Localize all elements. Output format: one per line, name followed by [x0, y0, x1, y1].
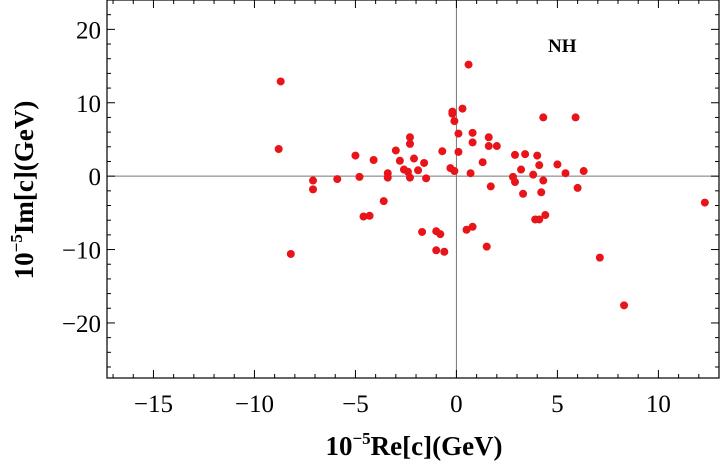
- data-point: [561, 169, 570, 178]
- data-point: [519, 189, 528, 198]
- data-point: [464, 60, 473, 69]
- data-point: [482, 242, 491, 251]
- data-point: [438, 147, 447, 156]
- data-point: [414, 166, 423, 175]
- data-point: [351, 151, 360, 160]
- data-point: [448, 109, 457, 118]
- x-tick-label: 5: [551, 391, 564, 418]
- data-point: [333, 175, 342, 184]
- x-axis-title: 10−5Re[c](GeV): [325, 429, 502, 461]
- data-point: [450, 117, 459, 126]
- x-axis-title-prefix: 10: [325, 431, 352, 461]
- y-tick-label: 20: [76, 17, 101, 44]
- data-point: [468, 138, 477, 147]
- data-point: [595, 253, 604, 262]
- y-axis-title: 10−5Im[c](GeV): [7, 101, 39, 280]
- y-axis-title-main: Im[c](GeV): [9, 101, 39, 234]
- data-point: [422, 174, 431, 183]
- data-point: [492, 142, 501, 151]
- data-point: [529, 170, 538, 179]
- data-point: [553, 160, 562, 169]
- data-point: [533, 151, 542, 160]
- axis-ticks: [107, 0, 720, 378]
- data-point: [573, 183, 582, 192]
- data-point: [468, 128, 477, 137]
- y-axis-title-prefix: 10: [9, 252, 39, 279]
- data-point: [418, 227, 427, 236]
- data-point: [379, 197, 388, 206]
- data-point: [511, 178, 519, 187]
- x-axis-title-main: Re[c](GeV): [371, 431, 503, 461]
- data-point: [432, 246, 441, 255]
- data-point: [391, 146, 400, 155]
- y-tick-label: 10: [76, 91, 101, 118]
- y-tick-label: 0: [89, 164, 102, 191]
- data-point: [365, 211, 374, 220]
- data-point: [405, 139, 414, 148]
- data-point: [462, 225, 471, 234]
- y-tick-label: −10: [62, 238, 101, 265]
- data-point: [537, 188, 546, 197]
- data-point: [355, 172, 364, 181]
- annotation-nh: NH: [548, 36, 577, 57]
- data-point: [309, 185, 318, 194]
- x-tick-label: 10: [646, 391, 671, 418]
- x-axis-title-exponent: −5: [352, 429, 370, 448]
- data-points: [274, 60, 709, 310]
- data-point: [450, 167, 459, 176]
- x-tick-label: −10: [235, 391, 274, 418]
- data-point: [309, 176, 318, 185]
- data-point: [535, 215, 544, 224]
- data-point: [486, 182, 495, 191]
- x-tick-label: 0: [450, 391, 463, 418]
- data-point: [700, 198, 709, 207]
- data-point: [458, 104, 467, 113]
- axis-tick-labels: −15 −10 −5 0 5 10 −20 −10 0 10 20: [62, 17, 671, 418]
- data-point: [274, 144, 283, 153]
- data-point: [369, 156, 378, 165]
- data-point: [478, 158, 487, 167]
- data-point: [405, 133, 414, 142]
- data-point: [286, 249, 295, 258]
- data-point: [359, 212, 368, 221]
- plot-frame: [106, 0, 720, 379]
- data-point: [436, 230, 445, 239]
- data-point: [454, 147, 463, 156]
- data-point: [410, 154, 419, 163]
- data-point: [521, 150, 530, 159]
- data-point: [484, 133, 493, 142]
- data-point: [620, 301, 629, 310]
- data-point: [454, 129, 463, 138]
- data-point: [484, 142, 493, 151]
- data-point: [468, 222, 477, 231]
- y-tick-label: −20: [62, 311, 101, 338]
- y-axis-title-exponent: −5: [7, 234, 26, 252]
- data-point: [405, 173, 414, 182]
- data-point: [579, 167, 588, 176]
- data-point: [511, 150, 519, 159]
- data-point: [276, 77, 285, 86]
- data-point: [539, 113, 548, 122]
- data-point: [541, 211, 550, 220]
- data-point: [420, 158, 429, 167]
- x-tick-label: −5: [342, 391, 369, 418]
- data-point: [440, 247, 449, 256]
- data-point: [517, 165, 526, 174]
- data-point: [395, 156, 404, 165]
- x-tick-label: −15: [134, 391, 173, 418]
- data-point: [466, 169, 475, 178]
- data-point: [535, 161, 544, 170]
- data-point: [539, 176, 548, 185]
- data-point: [383, 173, 392, 182]
- data-point: [571, 113, 580, 122]
